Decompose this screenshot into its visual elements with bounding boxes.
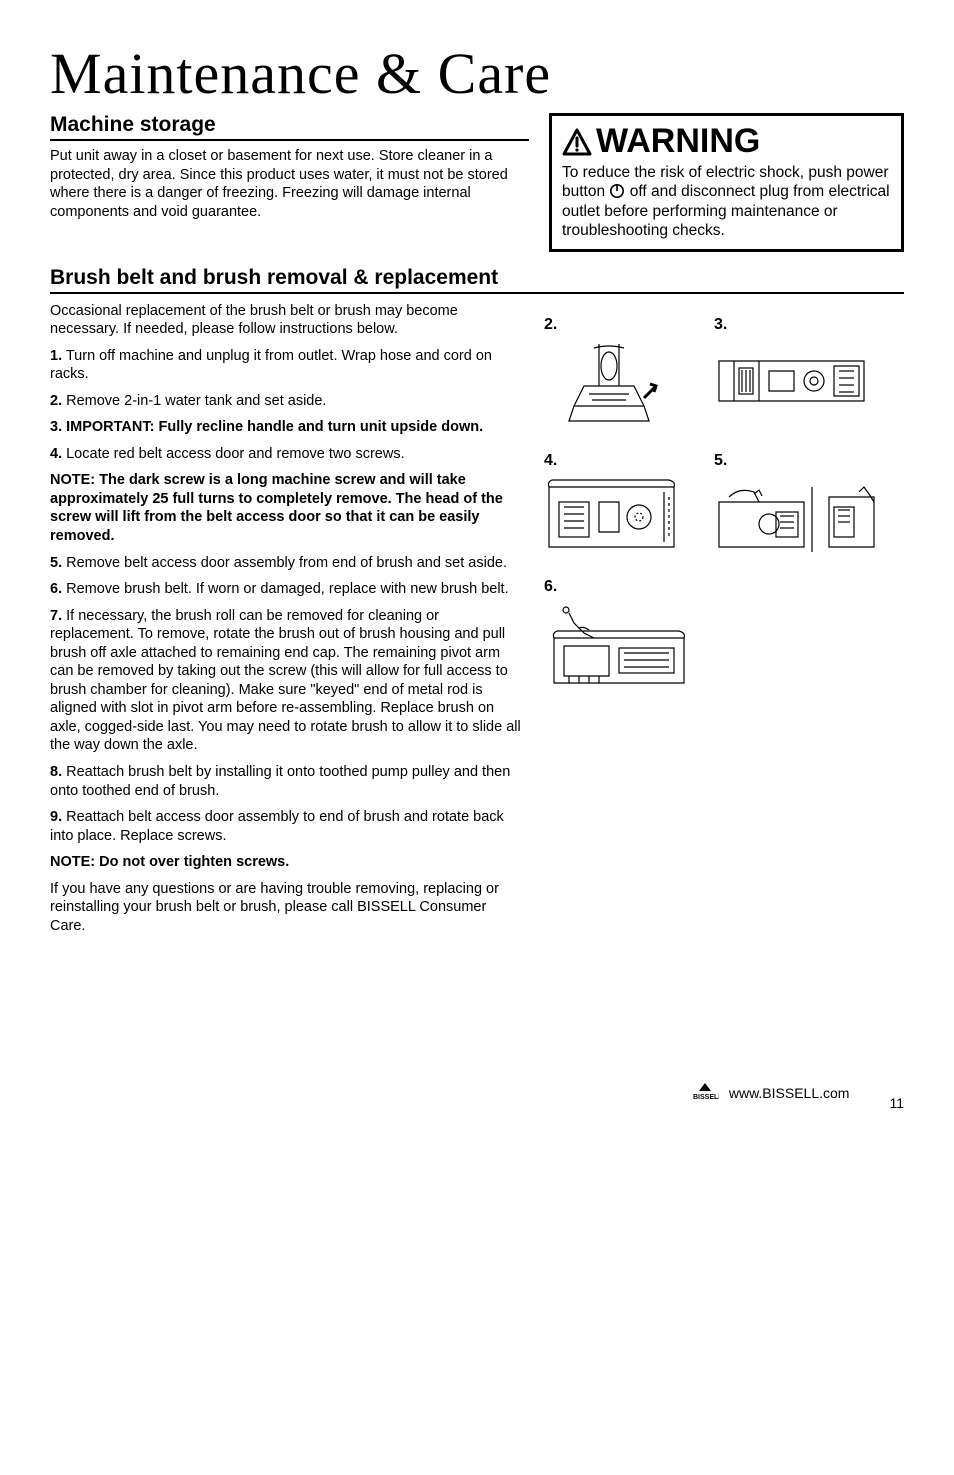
step-6: 6. Remove brush belt. If worn or damaged… bbox=[50, 580, 524, 599]
fig-row-2: 4. bbox=[544, 452, 904, 562]
power-icon bbox=[609, 183, 625, 199]
fig-row-1: 2. 3. bbox=[544, 316, 904, 436]
brush-outro: If you have any questions or are having … bbox=[50, 880, 524, 936]
step-2-text: Remove 2-in-1 water tank and set aside. bbox=[62, 393, 326, 409]
top-row: Machine storage Put unit away in a close… bbox=[50, 113, 904, 252]
figure-6-illustration bbox=[544, 598, 694, 698]
figure-3-label: 3. bbox=[714, 316, 874, 334]
brush-section-heading: Brush belt and brush removal & replaceme… bbox=[50, 266, 904, 294]
step-9-num: 9. bbox=[50, 809, 62, 825]
brand-logo-text: BISSELL bbox=[693, 1094, 719, 1101]
figure-4-label: 4. bbox=[544, 452, 684, 470]
machine-storage-body: Put unit away in a closet or basement fo… bbox=[50, 147, 529, 221]
brush-intro: Occasional replacement of the brush belt… bbox=[50, 302, 524, 339]
brush-row: Occasional replacement of the brush belt… bbox=[50, 296, 904, 942]
figure-2-illustration bbox=[544, 336, 684, 436]
figure-3-illustration bbox=[714, 336, 874, 416]
figure-5-label: 5. bbox=[714, 452, 884, 470]
warning-label: WARNING bbox=[596, 122, 760, 161]
figure-5: 5. bbox=[714, 452, 884, 562]
step-2-num: 2. bbox=[50, 393, 62, 409]
step-4: 4. Locate red belt access door and remov… bbox=[50, 445, 524, 464]
step-8-text: Reattach brush belt by installing it ont… bbox=[50, 764, 510, 799]
brush-text-column: Occasional replacement of the brush belt… bbox=[50, 296, 524, 942]
note-1: NOTE: The dark screw is a long machine s… bbox=[50, 471, 524, 545]
note-2: NOTE: Do not over tighten screws. bbox=[50, 853, 524, 872]
page-footer: BISSELL www.BISSELL.com 11 bbox=[50, 1081, 904, 1101]
step-7-text: If necessary, the brush roll can be remo… bbox=[50, 608, 521, 754]
step-4-num: 4. bbox=[50, 446, 62, 462]
footer-url: www.BISSELL.com bbox=[729, 1085, 850, 1101]
step-5-text: Remove belt access door assembly from en… bbox=[62, 555, 507, 571]
warning-box: WARNING To reduce the risk of electric s… bbox=[549, 113, 904, 252]
figure-2: 2. bbox=[544, 316, 684, 436]
step-3: 3. IMPORTANT: Fully recline handle and t… bbox=[50, 418, 524, 437]
figure-5-illustration bbox=[714, 472, 884, 562]
step-3-text: IMPORTANT: Fully recline handle and turn… bbox=[62, 419, 483, 435]
warning-triangle-icon bbox=[562, 128, 592, 156]
figure-6-label: 6. bbox=[544, 578, 694, 596]
step-1-text: Turn off machine and unplug it from outl… bbox=[50, 348, 492, 383]
step-8-num: 8. bbox=[50, 764, 62, 780]
fig-row-3: 6. bbox=[544, 578, 904, 698]
warning-body: To reduce the risk of electric shock, pu… bbox=[562, 163, 891, 241]
figure-4: 4. bbox=[544, 452, 684, 562]
figure-3: 3. bbox=[714, 316, 874, 436]
figure-6: 6. bbox=[544, 578, 694, 698]
step-9: 9. Reattach belt access door assembly to… bbox=[50, 808, 524, 845]
step-5-num: 5. bbox=[50, 555, 62, 571]
step-1: 1. Turn off machine and unplug it from o… bbox=[50, 347, 524, 384]
step-7: 7. If necessary, the brush roll can be r… bbox=[50, 607, 524, 755]
step-9-text: Reattach belt access door assembly to en… bbox=[50, 809, 504, 844]
step-5: 5. Remove belt access door assembly from… bbox=[50, 554, 524, 573]
step-2: 2. Remove 2-in-1 water tank and set asid… bbox=[50, 392, 524, 411]
step-4-text: Locate red belt access door and remove t… bbox=[62, 446, 405, 462]
figure-4-illustration bbox=[544, 472, 684, 562]
step-8: 8. Reattach brush belt by installing it … bbox=[50, 763, 524, 800]
machine-storage-heading: Machine storage bbox=[50, 113, 529, 141]
figures-column: 2. 3. bbox=[544, 296, 904, 714]
warning-heading: WARNING bbox=[562, 122, 891, 161]
step-6-text: Remove brush belt. If worn or damaged, r… bbox=[62, 581, 509, 597]
brand-logo-icon: BISSELL bbox=[691, 1081, 719, 1101]
step-3-num: 3. bbox=[50, 419, 62, 435]
figure-2-label: 2. bbox=[544, 316, 684, 334]
storage-column: Machine storage Put unit away in a close… bbox=[50, 113, 529, 227]
page-title: Maintenance & Care bbox=[50, 40, 904, 107]
step-6-num: 6. bbox=[50, 581, 62, 597]
footer-page-number: 11 bbox=[889, 1095, 904, 1111]
step-7-num: 7. bbox=[50, 608, 62, 624]
step-1-num: 1. bbox=[50, 348, 62, 364]
